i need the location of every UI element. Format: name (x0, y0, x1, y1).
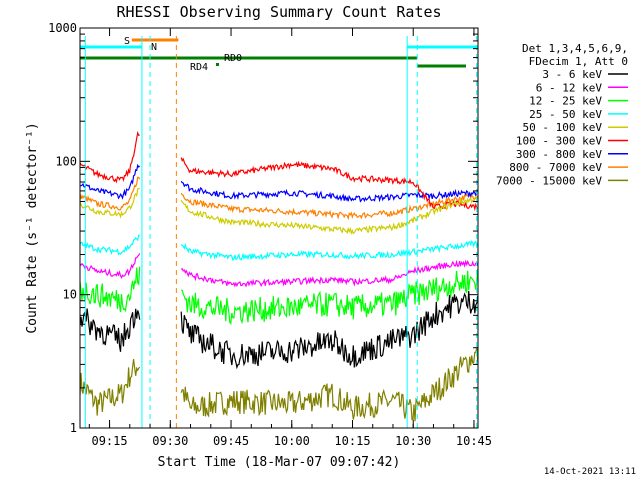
legend-label: 7000 - 15000 keV (496, 174, 602, 187)
x-axis-label: Start Time (18-Mar-07 09:07:42) (158, 455, 401, 470)
flag-label-rd4: RD4 (190, 62, 208, 73)
legend-label: 25 - 50 keV (529, 108, 602, 121)
timestamp: 14-Oct-2021 13:11 (544, 467, 636, 477)
series-line-5 (79, 130, 478, 212)
chart-title: RHESSI Observing Summary Count Rates (116, 3, 441, 21)
flag-label-rd0: RD0 (224, 53, 242, 64)
x-tick-label: 10:15 (334, 434, 370, 448)
series-line-1 (79, 253, 479, 288)
series-line-3 (79, 234, 479, 261)
series-line-4 (79, 187, 479, 235)
flag-label-n: N (151, 42, 157, 53)
y-tick-label: 100 (55, 154, 77, 168)
x-tick-label: 09:45 (213, 434, 249, 448)
legend: Det 1,3,4,5,6,9,FDecim 1, Att 03 - 6 keV… (496, 42, 628, 187)
legend-label: 50 - 100 keV (523, 121, 603, 134)
x-tick-label: 10:00 (274, 434, 310, 448)
plot-frame (79, 27, 479, 429)
y-tick-label: 10 (63, 288, 77, 302)
legend-label: 300 - 800 keV (516, 148, 602, 161)
series-line-8 (79, 347, 479, 422)
legend-label: 12 - 25 keV (529, 95, 602, 108)
y-tick-label: 1 (70, 421, 77, 435)
legend-label: 6 - 12 keV (536, 81, 603, 94)
x-tick-label: 10:45 (456, 434, 492, 448)
y-axis-label: Count Rate (s⁻¹ detector⁻¹) (25, 122, 40, 333)
series-line-6 (79, 163, 478, 203)
flag-label-s: S (124, 36, 130, 47)
y-tick-label: 1000 (48, 21, 77, 35)
flag-marker-rd4 (216, 63, 219, 66)
x-tick-label: 09:15 (91, 434, 127, 448)
legend-label: 800 - 7000 keV (509, 161, 602, 174)
x-tick-label: 09:30 (152, 434, 188, 448)
legend-header: Det 1,3,4,5,6,9, (522, 42, 628, 55)
legend-header: FDecim 1, Att 0 (529, 55, 628, 68)
x-tick-label: 10:30 (395, 434, 431, 448)
legend-label: 3 - 6 keV (542, 68, 602, 81)
series-line-2 (79, 266, 479, 325)
legend-label: 100 - 300 keV (516, 135, 602, 148)
series-line-0 (79, 290, 479, 370)
series-line-7 (79, 176, 479, 221)
